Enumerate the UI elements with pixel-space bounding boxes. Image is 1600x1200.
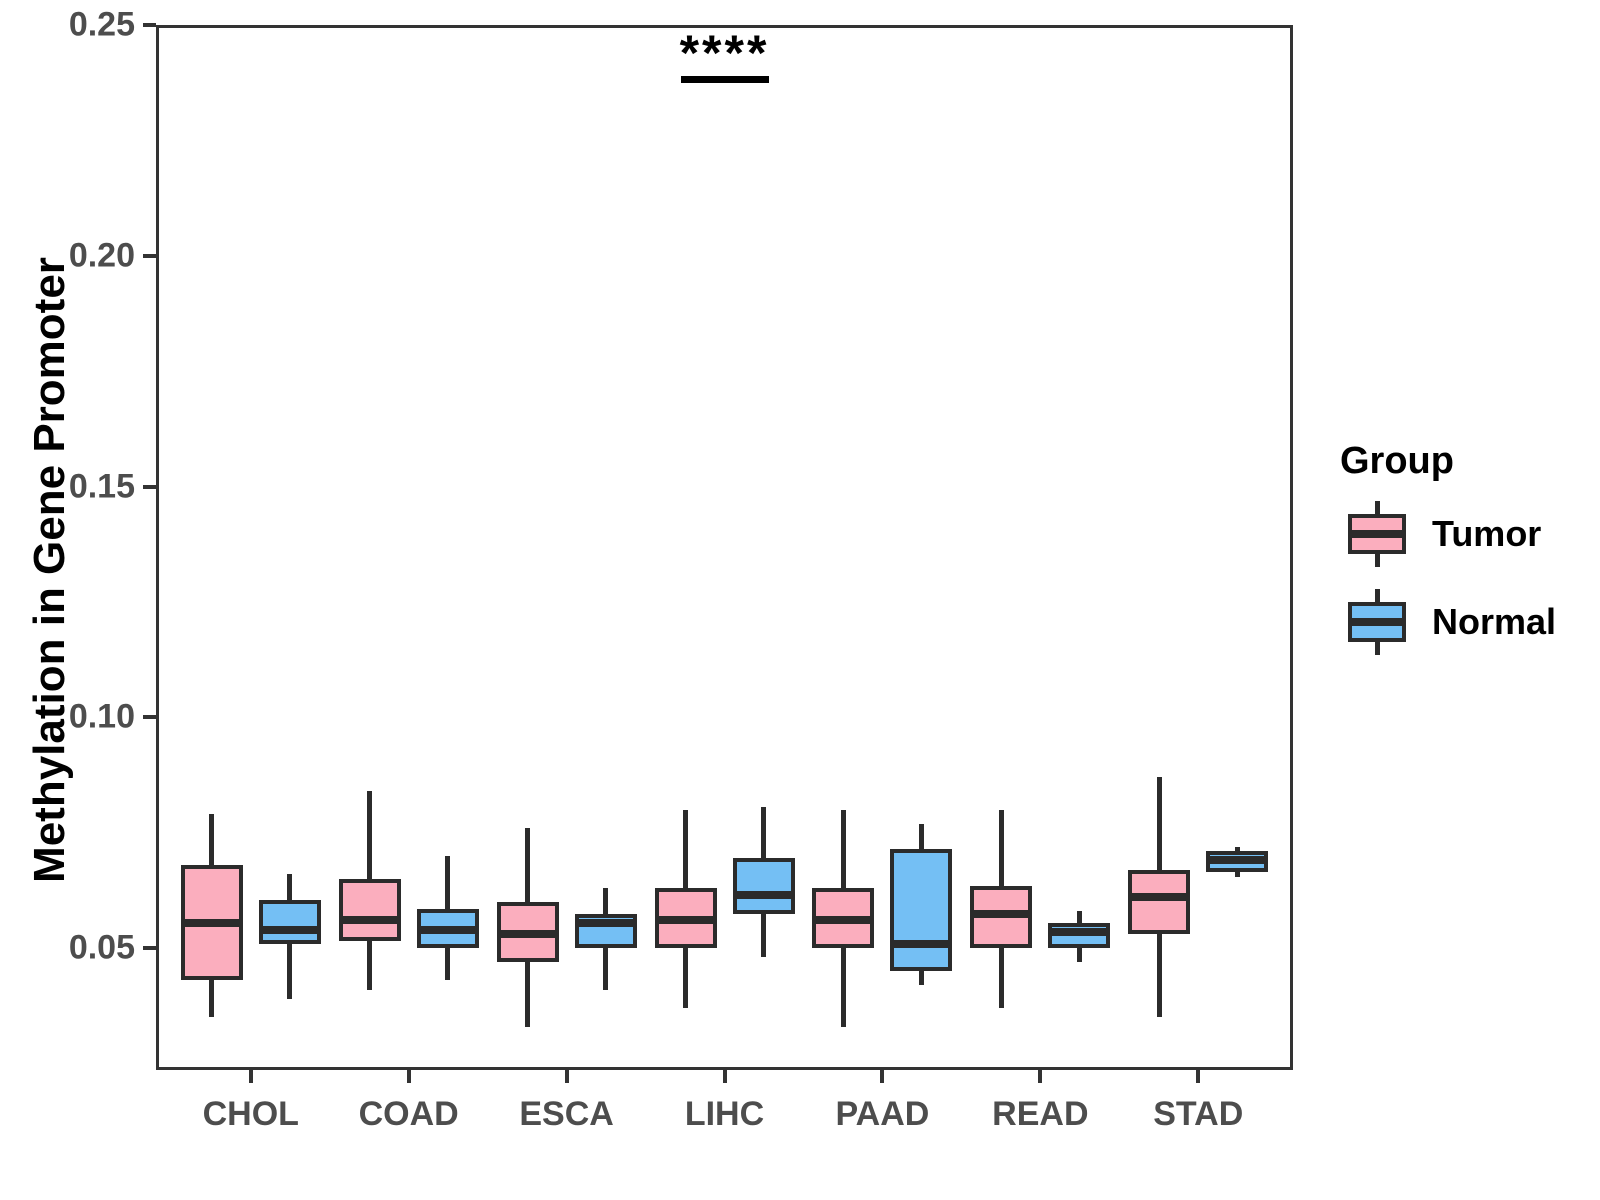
y-tick-mark xyxy=(143,484,156,489)
lower-whisker xyxy=(445,948,451,981)
x-tick-label: ESCA xyxy=(519,1095,614,1133)
x-tick-label: READ xyxy=(992,1095,1089,1133)
upper-whisker xyxy=(209,814,215,866)
boxplot-box xyxy=(1128,869,1191,935)
lower-whisker xyxy=(683,948,688,1009)
upper-whisker xyxy=(1156,777,1162,870)
x-tick-label: COAD xyxy=(358,1095,459,1133)
boxplot-box xyxy=(732,858,795,914)
legend-entry-normal: Normal xyxy=(1340,589,1556,655)
median-line xyxy=(416,925,479,934)
x-tick-label: PAAD xyxy=(835,1095,930,1133)
median-line xyxy=(180,918,243,927)
x-tick-mark xyxy=(564,1070,569,1083)
lower-whisker xyxy=(367,941,373,990)
legend-label-normal: Normal xyxy=(1432,601,1557,642)
y-tick-mark xyxy=(143,253,156,258)
median-line xyxy=(496,930,559,939)
boxplot-key-icon xyxy=(1348,589,1406,655)
upper-whisker xyxy=(603,888,609,914)
lower-whisker xyxy=(1234,871,1240,877)
y-tick-mark xyxy=(143,946,156,951)
lower-whisker xyxy=(998,948,1004,1009)
median-line xyxy=(732,891,795,900)
y-tick-label: 0.25 xyxy=(68,5,135,44)
x-tick-mark xyxy=(722,1070,727,1083)
upper-whisker xyxy=(1234,846,1240,852)
legend: Group Tumor Normal xyxy=(1340,440,1556,677)
significance-bar xyxy=(680,75,769,83)
lower-whisker xyxy=(761,913,766,958)
x-tick-label: LIHC xyxy=(684,1095,765,1133)
upper-whisker xyxy=(445,855,451,909)
legend-entry-tumor: Tumor xyxy=(1340,501,1556,567)
upper-whisker xyxy=(525,828,531,902)
lower-whisker xyxy=(287,943,293,999)
upper-whisker xyxy=(998,809,1004,886)
boxplot-box xyxy=(890,848,953,972)
legend-title: Group xyxy=(1340,440,1454,482)
lower-whisker xyxy=(918,971,924,986)
y-tick-label: 0.15 xyxy=(68,467,135,506)
lower-whisker xyxy=(1076,948,1082,962)
boxplot-box xyxy=(338,878,401,942)
y-tick-mark xyxy=(143,715,156,720)
significance-label: **** xyxy=(679,24,770,81)
x-tick-label: CHOL xyxy=(202,1095,299,1133)
median-line xyxy=(654,916,717,925)
median-line xyxy=(1128,893,1191,902)
plot-panel xyxy=(156,25,1293,1070)
median-line xyxy=(890,939,953,948)
upper-whisker xyxy=(918,823,924,849)
upper-whisker xyxy=(840,809,846,889)
x-tick-mark xyxy=(406,1070,411,1083)
legend-label-tumor: Tumor xyxy=(1432,513,1542,554)
x-tick-mark xyxy=(880,1070,885,1083)
median-line xyxy=(574,918,637,927)
median-line xyxy=(1206,856,1269,865)
boxplot-key-icon xyxy=(1348,501,1406,567)
upper-whisker xyxy=(367,791,373,879)
upper-whisker xyxy=(1076,911,1082,923)
upper-whisker xyxy=(287,874,293,900)
x-tick-mark xyxy=(1196,1070,1201,1083)
lower-whisker xyxy=(525,961,531,1027)
x-tick-mark xyxy=(1038,1070,1043,1083)
y-tick-label: 0.20 xyxy=(68,236,135,275)
median-line xyxy=(1048,927,1111,936)
median-line xyxy=(812,916,875,925)
upper-whisker xyxy=(683,809,688,889)
median-line xyxy=(258,925,321,934)
x-tick-mark xyxy=(248,1070,253,1083)
lower-whisker xyxy=(209,980,215,1018)
median-line xyxy=(338,916,401,925)
x-tick-label: STAD xyxy=(1153,1095,1244,1133)
y-tick-label: 0.10 xyxy=(68,697,135,736)
lower-whisker xyxy=(840,948,846,1027)
lower-whisker xyxy=(603,948,609,990)
upper-whisker xyxy=(761,807,766,859)
boxplot-box xyxy=(258,899,321,944)
y-tick-label: 0.05 xyxy=(68,928,135,967)
median-line xyxy=(970,909,1033,918)
y-axis-title: Methylation in Gene Promoter xyxy=(25,257,74,883)
lower-whisker xyxy=(1156,934,1162,1018)
y-tick-mark xyxy=(143,23,156,27)
